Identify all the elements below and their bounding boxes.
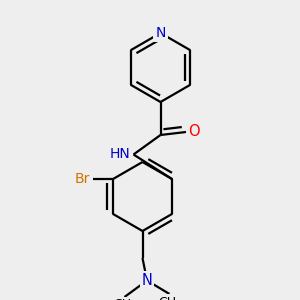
Text: N: N [155, 26, 166, 40]
Text: O: O [188, 124, 199, 140]
Text: N: N [142, 273, 152, 288]
Text: Br: Br [75, 172, 90, 186]
Text: CH₃: CH₃ [113, 298, 136, 300]
Text: CH₃: CH₃ [158, 296, 181, 300]
Text: HN: HN [110, 148, 130, 161]
